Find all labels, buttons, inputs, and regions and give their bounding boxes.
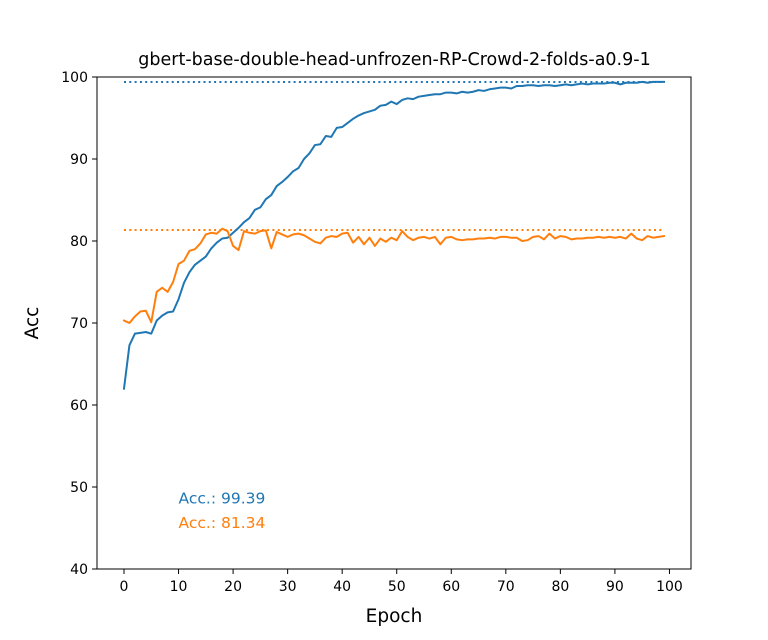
series-lines xyxy=(122,80,666,390)
y-axis-label: Acc xyxy=(22,307,43,340)
validation-series-line xyxy=(122,227,666,324)
y-tick-label: 70 xyxy=(70,316,88,332)
x-tick-label: 60 xyxy=(442,579,460,595)
x-tick-label: 40 xyxy=(333,579,351,595)
chart-title: gbert-base-double-head-unfrozen-RP-Crowd… xyxy=(138,50,650,70)
y-tick-label: 80 xyxy=(70,234,88,250)
y-tick-label: 50 xyxy=(70,480,88,496)
x-tick-label: 20 xyxy=(224,579,242,595)
x-axis-label: Epoch xyxy=(366,606,423,627)
x-tick-label: 100 xyxy=(656,579,683,595)
annotations: Acc.: 99.39 Acc.: 81.34 xyxy=(179,489,266,532)
y-tick-label: 60 xyxy=(70,398,88,414)
x-tick-label: 30 xyxy=(279,579,297,595)
train-series-line xyxy=(122,80,665,390)
x-tick-label: 50 xyxy=(388,579,406,595)
validation-acc-label: Acc.: 81.34 xyxy=(179,514,266,532)
y-axis: 40 50 60 70 80 90 100 xyxy=(61,70,97,578)
x-tick-label: 90 xyxy=(606,579,624,595)
x-tick-label: 10 xyxy=(170,579,188,595)
x-tick-label: 80 xyxy=(551,579,569,595)
x-tick-label: 70 xyxy=(497,579,515,595)
x-axis: 0 10 20 30 40 50 60 70 80 90 100 xyxy=(120,569,683,595)
x-tick-label: 0 xyxy=(120,579,129,595)
y-tick-label: 90 xyxy=(70,152,88,168)
train-acc-label: Acc.: 99.39 xyxy=(179,489,266,507)
y-tick-label: 40 xyxy=(70,562,88,578)
y-tick-label: 100 xyxy=(61,70,88,86)
